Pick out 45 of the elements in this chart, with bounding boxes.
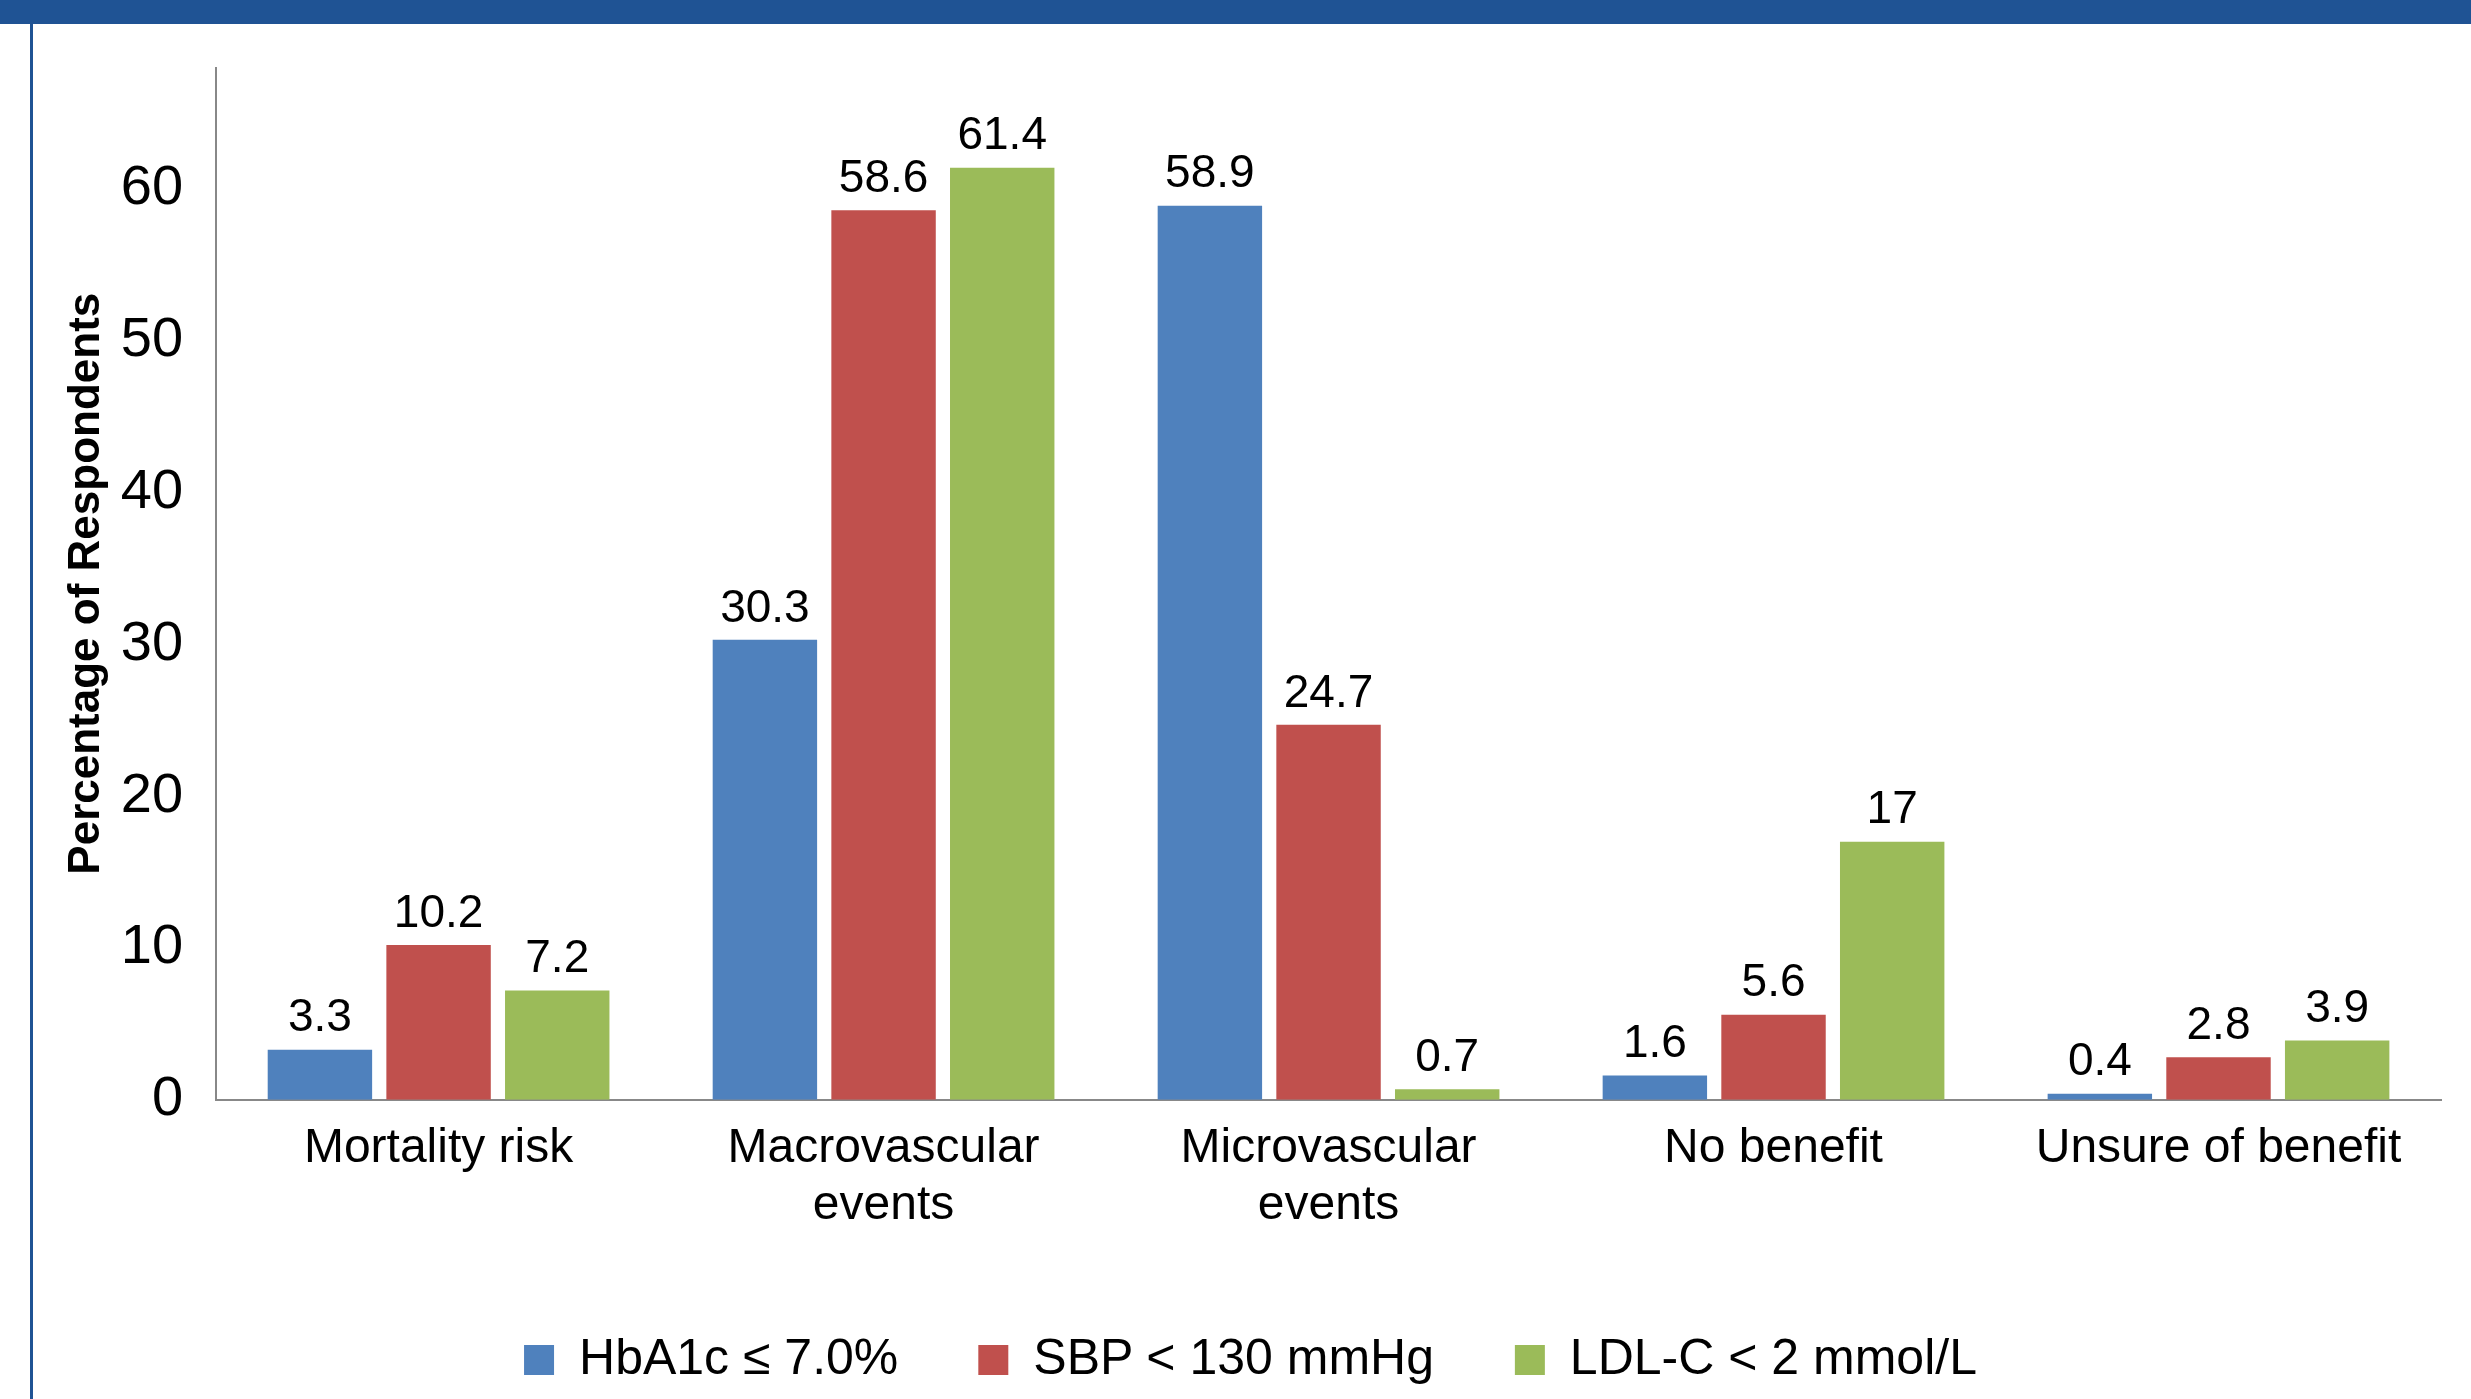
data-label: 10.2 — [393, 884, 484, 937]
bar — [1276, 724, 1381, 1100]
data-label: 58.6 — [838, 149, 929, 202]
data-label: 0.4 — [2067, 1033, 2132, 1086]
data-label: 17 — [1866, 781, 1918, 834]
bar — [712, 639, 818, 1100]
bar — [1157, 205, 1263, 1100]
bar — [267, 1049, 373, 1100]
y-tick-label: 40 — [120, 457, 184, 521]
bar — [2284, 1040, 2390, 1100]
legend-label: SBP < 130 mmHg — [1033, 1328, 1434, 1385]
data-label: 0.7 — [1415, 1028, 1480, 1081]
y-tick-label: 0 — [151, 1064, 184, 1128]
bar — [831, 210, 936, 1100]
data-label: 30.3 — [720, 579, 810, 632]
data-label: 2.8 — [2186, 996, 2251, 1049]
data-label: 61.4 — [957, 107, 1047, 160]
data-label: 3.3 — [287, 989, 352, 1042]
x-tick-label: Mortality risk — [303, 1118, 575, 1172]
y-tick-label: 20 — [120, 760, 184, 824]
y-axis-title: Percentage of Respondents — [58, 292, 108, 875]
y-tick-label: 50 — [120, 305, 184, 369]
legend-label: LDL-C < 2 mmol/L — [1569, 1328, 1977, 1385]
data-label: 58.9 — [1165, 145, 1255, 198]
data-label: 3.9 — [2305, 980, 2370, 1033]
y-tick-label: 30 — [120, 608, 184, 672]
x-tick-label: No benefit — [1664, 1118, 1883, 1172]
bar — [505, 990, 610, 1100]
bar — [386, 944, 491, 1100]
bar — [1839, 841, 1945, 1100]
data-label: 7.2 — [525, 930, 590, 983]
x-tick-label: Microvascular events — [1180, 1118, 1477, 1230]
y-tick-label: 10 — [120, 912, 184, 976]
bar — [1602, 1075, 1708, 1100]
data-label: 1.6 — [1622, 1015, 1687, 1068]
x-tick-label: Macrovascular events — [727, 1118, 1040, 1230]
bar — [2166, 1057, 2271, 1100]
data-label: 5.6 — [1741, 954, 1806, 1007]
legend-label: HbA1c ≤ 7.0% — [579, 1328, 899, 1385]
bar — [1721, 1014, 1826, 1100]
x-tick-label: Unsure of benefit — [2035, 1118, 2402, 1172]
bar — [950, 167, 1055, 1100]
data-label: 24.7 — [1283, 664, 1374, 717]
y-tick-label: 60 — [120, 153, 184, 217]
bar — [1395, 1089, 1500, 1100]
